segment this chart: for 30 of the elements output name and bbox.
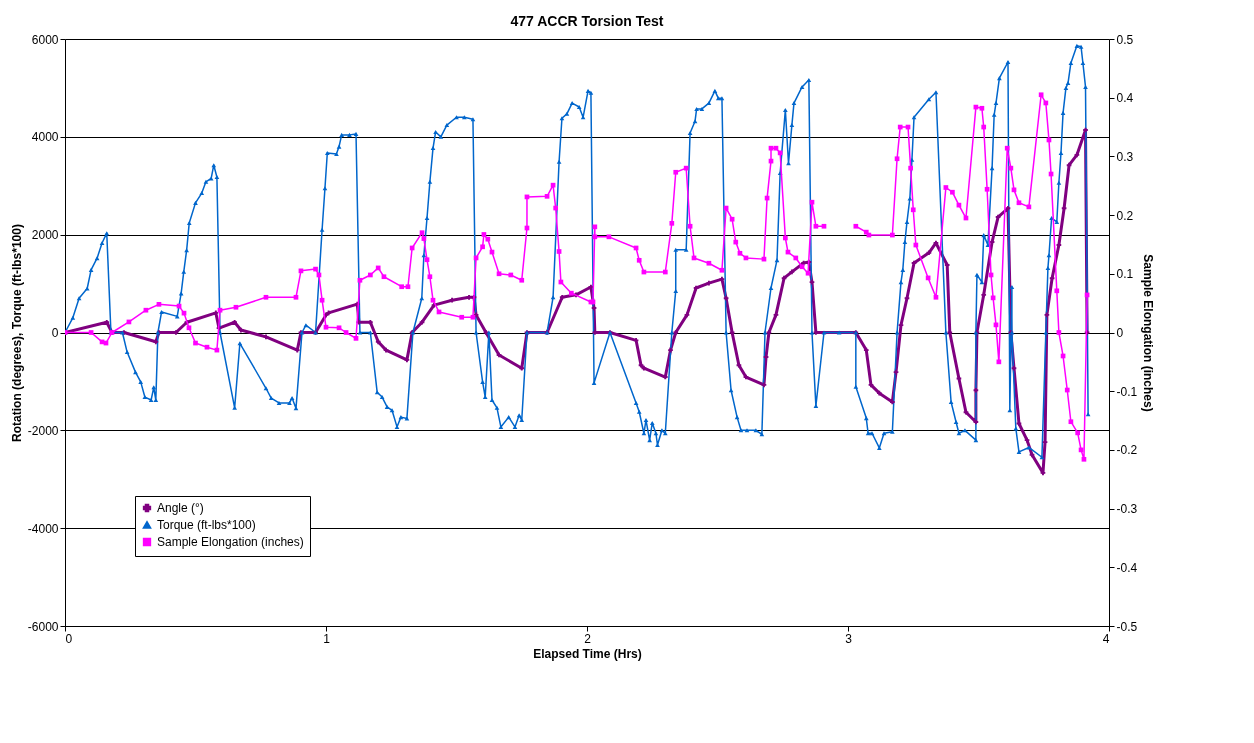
y-tick-label: 4000 — [31, 130, 59, 145]
x-tick-label: 3 — [845, 631, 853, 646]
y2-tick-label: 0.4 — [1116, 91, 1134, 106]
y2-tick-label: -0.3 — [1116, 502, 1138, 517]
y2-tick-label: -0.5 — [1116, 619, 1138, 634]
x-tick-label: 1 — [323, 631, 331, 646]
y-tick-label: 6000 — [31, 32, 59, 47]
y2-tick-label: 0.3 — [1116, 149, 1134, 164]
y2-tick-label: -0.1 — [1116, 384, 1138, 399]
y-tick-label: 0 — [51, 326, 59, 340]
y2-axis-title: Sample Elongation (inches) — [1141, 254, 1156, 412]
x-tick-label: 2 — [584, 631, 592, 646]
y2-tick-label: -0.2 — [1116, 443, 1138, 458]
x-axis-title: Elapsed Time (Hrs) — [533, 646, 642, 661]
legend-label: Angle (°) — [157, 501, 204, 515]
y-tick-label: -2000 — [27, 423, 59, 438]
x-tick-label: 0 — [65, 631, 73, 646]
y2-tick-label: 0.5 — [1116, 32, 1134, 47]
legend-label: Torque (ft-lbs*100) — [157, 518, 256, 532]
y-tick-label: -4000 — [27, 521, 59, 536]
chart-title: 477 ACCR Torsion Test — [510, 13, 664, 29]
y-tick-label: -6000 — [27, 619, 59, 634]
y2-tick-label: 0.1 — [1116, 267, 1134, 282]
y2-tick-label: -0.4 — [1116, 560, 1138, 575]
y2-tick-label: 0.2 — [1116, 208, 1134, 223]
y-tick-label: 2000 — [31, 228, 59, 243]
y2-tick-label: 0 — [1116, 326, 1124, 340]
x-tick-label: 4 — [1102, 631, 1110, 646]
y-axis-title: Rotation (degrees), Torque (ft-lbs*100) — [9, 224, 24, 442]
legend-label: Sample Elongation (inches) — [157, 535, 304, 549]
